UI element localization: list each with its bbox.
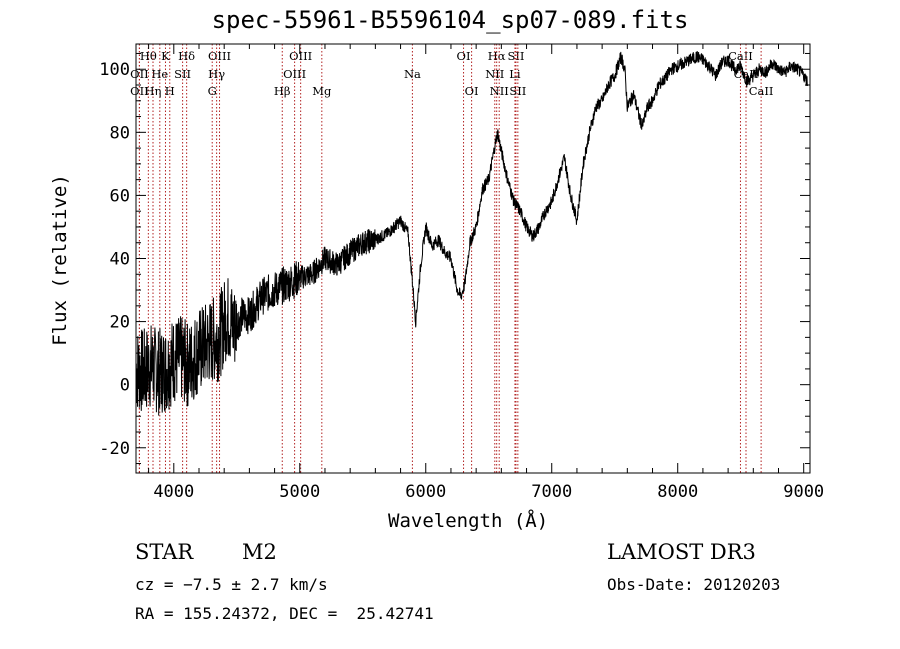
spectral-line-label: Hγ <box>208 67 225 81</box>
spectral-line-label: NII <box>490 84 509 98</box>
coordinates: RA = 155.24372, DEC = 25.42741 <box>135 604 434 623</box>
spectral-line-label: OII <box>130 84 149 98</box>
spectral-line-label: OII <box>130 67 149 81</box>
spectral-line-label: H <box>165 84 175 98</box>
x-tick-label: 6000 <box>405 482 446 502</box>
spectral-line-label: OI <box>457 49 471 63</box>
spectral-line-label: NII <box>485 67 504 81</box>
x-tick-label: 8000 <box>657 482 698 502</box>
x-tick-label: 7000 <box>531 482 572 502</box>
survey-name: LAMOST DR3 <box>607 540 756 564</box>
x-tick-label: 9000 <box>783 482 824 502</box>
spectral-line-label: Hη <box>145 84 162 98</box>
spectrum-line <box>135 51 808 416</box>
spectral-line-label: OIII <box>283 67 306 81</box>
subclass: M2 <box>242 540 277 564</box>
axis-y-label: Flux (relative) <box>49 174 71 346</box>
object-class: STAR <box>135 540 194 564</box>
spectral-line-label: He <box>151 67 168 81</box>
y-tick-label: 0 <box>120 376 130 396</box>
spectral-line-label: K <box>161 49 170 63</box>
spectral-line-label: Hβ <box>274 84 291 98</box>
spectral-line-label: SII <box>174 67 191 81</box>
y-tick-label: -20 <box>99 439 130 459</box>
spectral-line-label: OIII <box>289 49 312 63</box>
spectral-line-label: SII <box>507 49 524 63</box>
spectral-line-label: SII <box>509 84 526 98</box>
spectral-line-label: Na <box>404 67 421 81</box>
y-tick-label: 100 <box>99 60 130 80</box>
spectral-line-label: OIII <box>208 49 231 63</box>
chart-title: spec-55961-B5596104_sp07-089.fits <box>211 6 689 34</box>
spectral-line-label: Hα <box>488 49 506 63</box>
x-tick-label: 4000 <box>153 482 194 502</box>
redshift-cz: cz = −7.5 ± 2.7 km/s <box>135 575 328 594</box>
y-tick-label: 60 <box>110 186 130 206</box>
spectral-line-label: G <box>208 84 217 98</box>
x-tick-label: 5000 <box>279 482 320 502</box>
spectral-line-label: Mg <box>312 84 332 98</box>
observation-date: Obs-Date: 20120203 <box>607 575 781 594</box>
spectral-line-label: CaII <box>728 49 753 63</box>
spectral-line-label: Hθ <box>140 49 157 63</box>
y-tick-label: 40 <box>110 250 130 270</box>
spectral-line-label: OI <box>465 84 479 98</box>
spectral-line-label: Li <box>509 67 521 81</box>
spectral-line-label: Hδ <box>178 49 195 63</box>
spectral-line-label: CaII <box>749 84 774 98</box>
axis-x-label: Wavelength (Å) <box>388 510 549 532</box>
y-tick-label: 80 <box>110 123 130 143</box>
y-tick-label: 20 <box>110 313 130 333</box>
plot-frame <box>135 43 811 474</box>
